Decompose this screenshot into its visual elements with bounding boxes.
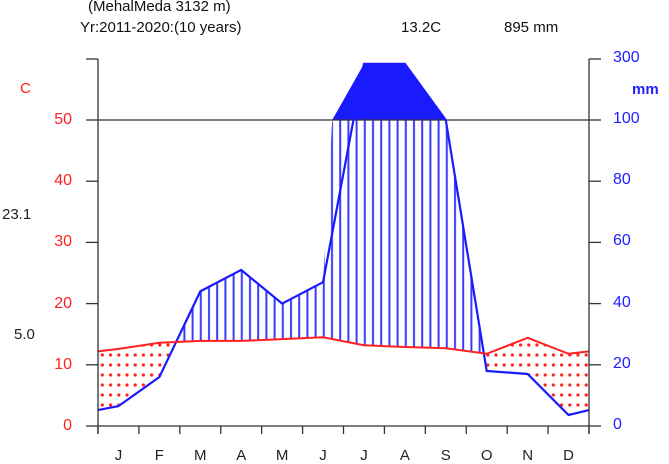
right-tick-label: 0: [613, 416, 622, 433]
mean-temperature: 13.2C: [401, 19, 442, 36]
right-tick-label: 300: [613, 49, 640, 66]
month-label: A: [236, 447, 247, 464]
left-tick-label: 10: [54, 355, 72, 373]
left-tick-label: 50: [54, 111, 72, 128]
month-label: M: [194, 447, 207, 464]
area-fills: [98, 63, 589, 415]
period-label: Yr:2011-2020:(10 years): [80, 19, 242, 36]
month-label: J: [114, 447, 123, 464]
right-tick-label: 80: [613, 171, 631, 189]
right-tick-label: 20: [613, 354, 631, 372]
left-axis-unit: C: [20, 80, 31, 97]
max-temp-annotation: 23.1: [2, 206, 32, 223]
month-label: A: [399, 447, 410, 464]
month-label: M: [275, 447, 289, 464]
left-tick-label: 20: [54, 294, 72, 312]
month-label: J: [360, 447, 368, 464]
min-temp-annotation: 5.0: [14, 326, 35, 343]
month-label: J: [319, 447, 327, 464]
right-tick-label: 60: [613, 232, 631, 250]
month-label: F: [154, 447, 164, 464]
annual-precipitation: 895 mm: [504, 19, 559, 36]
left-tick-label: 30: [54, 233, 72, 251]
right-tick-label: 100: [613, 110, 640, 127]
station-name: (MehalMeda 3132 m): [88, 0, 231, 15]
left-tick-label: 40: [54, 172, 72, 190]
axes: [86, 58, 601, 434]
perhumid-area: [332, 63, 446, 120]
left-tick-label: 0: [63, 417, 72, 434]
month-label: D: [563, 447, 574, 464]
month-label: O: [480, 447, 493, 464]
precipitation-line: [97, 62, 590, 417]
right-axis-unit: mm: [632, 81, 659, 98]
temperature-line: [97, 336, 590, 355]
month-label: S: [440, 447, 451, 464]
right-tick-label: 40: [613, 293, 631, 311]
data-lines: [97, 62, 590, 417]
month-label: N: [522, 447, 534, 464]
